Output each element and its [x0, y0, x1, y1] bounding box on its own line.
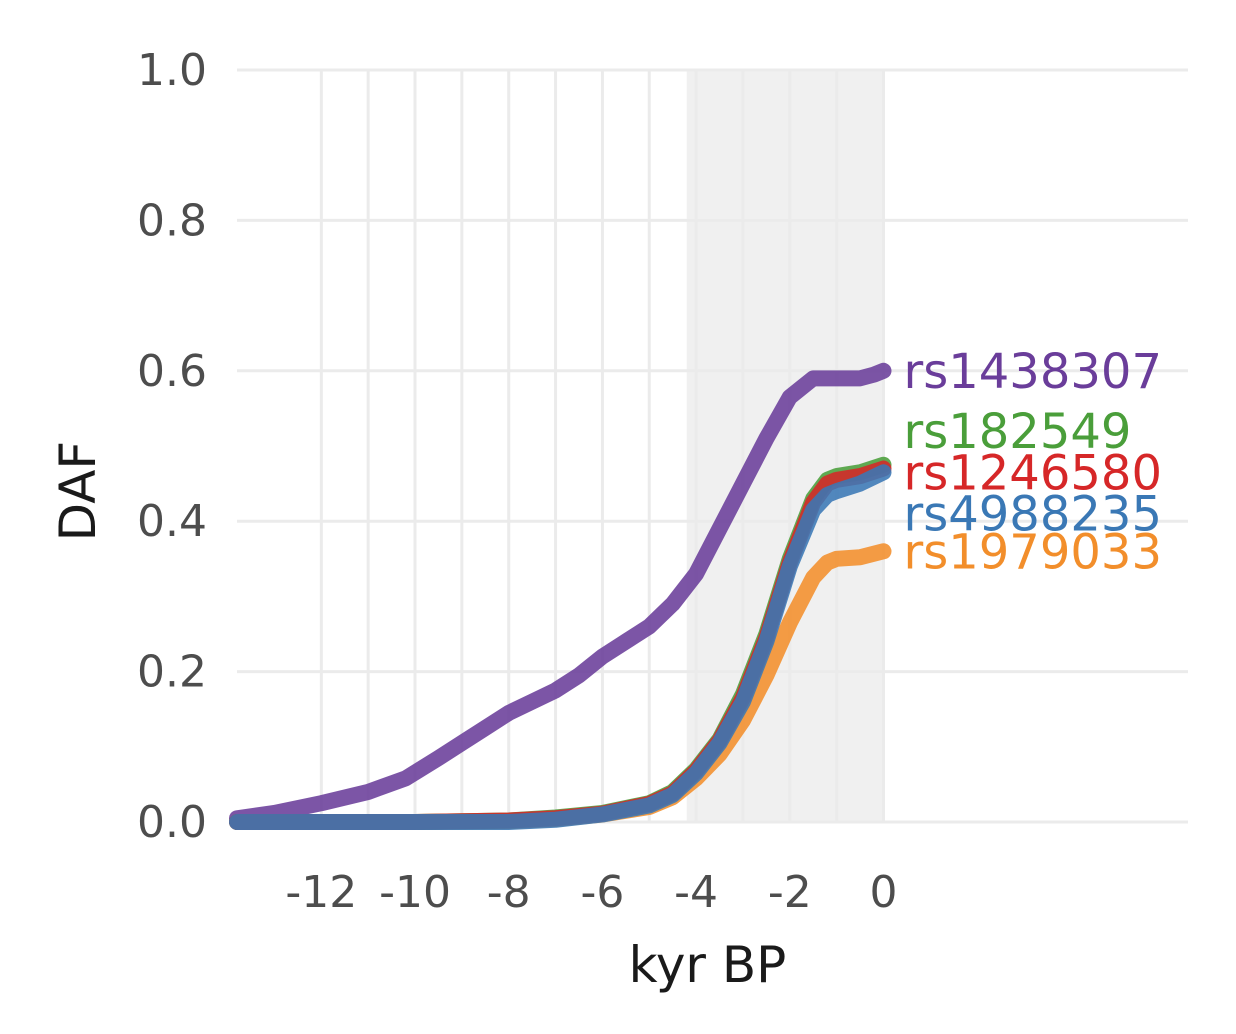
y-tick-label: 0.8	[137, 195, 207, 246]
series-label-rs182549: rs182549	[903, 404, 1131, 460]
y-tick-label: 0.6	[137, 346, 207, 397]
tick-label-layer: 0.0 0.2 0.4 0.6 0.8 1.0 -12 -10 -8 -6 -4 -2 0	[137, 45, 897, 918]
x-tick-label: -10	[379, 867, 451, 918]
x-tick-label: 0	[869, 867, 897, 918]
series-label-rs1246580: rs1246580	[903, 445, 1162, 501]
x-tick-label: -4	[674, 867, 718, 918]
series-line-rs4988235	[229, 464, 892, 830]
x-tick-label: -2	[768, 867, 812, 918]
y-tick-label: 0.0	[137, 797, 207, 848]
x-tick-label: -8	[487, 867, 531, 918]
shaded-region	[686, 70, 884, 822]
y-tick-label: 1.0	[137, 45, 207, 96]
series-label-rs4988235: rs4988235	[903, 487, 1162, 543]
x-axis-title: kyr BP	[629, 936, 787, 994]
x-tick-label: -12	[285, 867, 357, 918]
y-axis-title: DAF	[49, 441, 107, 542]
series-label-layer: rs1438307rs182549rs1246580rs4988235rs197…	[903, 344, 1162, 580]
x-tick-label: -6	[580, 867, 624, 918]
series-layer	[229, 362, 892, 830]
grid-layer	[237, 68, 1188, 824]
y-tick-label: 0.4	[137, 496, 207, 547]
series-line-rs1438307	[229, 362, 892, 827]
series-label-rs1979033: rs1979033	[903, 524, 1162, 580]
series-label-rs1438307: rs1438307	[903, 344, 1162, 400]
y-tick-label: 0.2	[137, 647, 207, 698]
shaded-region-layer	[686, 70, 884, 822]
